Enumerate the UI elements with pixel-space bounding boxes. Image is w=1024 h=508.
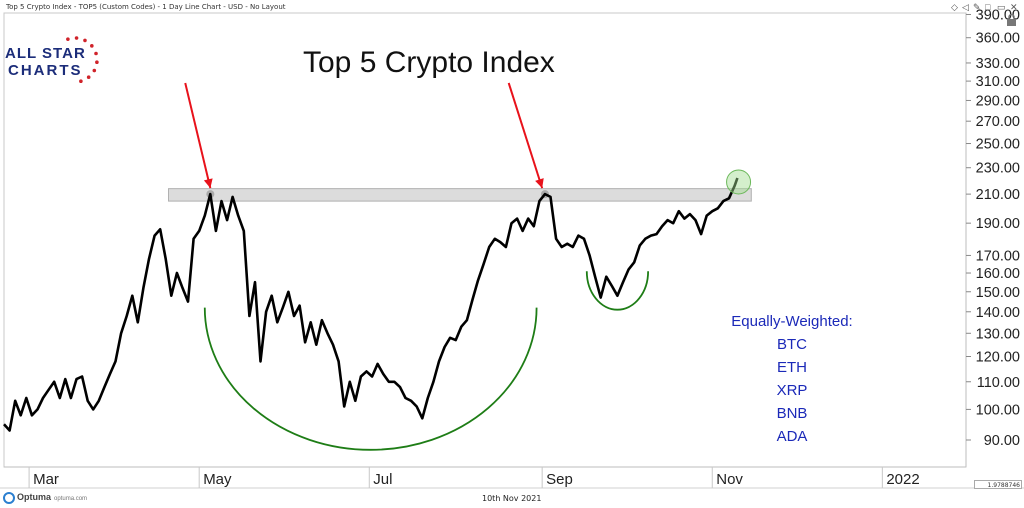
footer-brand-name: Optuma (17, 492, 52, 502)
y-tick-label: 210.00 (976, 187, 1020, 203)
x-tick-label: Nov (716, 471, 743, 488)
red-arrow-shaft (507, 82, 544, 189)
restore-icon[interactable]: ▭ (997, 2, 1006, 12)
all-star-charts-logo: ALL STAR CHARTS (5, 36, 99, 83)
y-tick-label: 330.00 (976, 56, 1020, 72)
optuma-logo-icon (3, 492, 15, 504)
chart-title: Top 5 Crypto Index (303, 46, 555, 79)
x-tick-label: May (203, 471, 232, 488)
logo-star (92, 68, 97, 73)
y-tick-label: 120.00 (976, 350, 1020, 366)
cup-arc (203, 307, 538, 451)
chart-header: Top 5 Crypto Index - TOP5 (Custom Codes)… (6, 3, 286, 11)
x-tick-label: Mar (33, 471, 59, 488)
y-tick-label: 100.00 (976, 402, 1020, 418)
x-tick-label: Sep (546, 471, 573, 488)
resistance-zone (168, 188, 752, 202)
y-tick-label: 190.00 (976, 216, 1020, 232)
diamond-icon[interactable]: ◇ (951, 2, 958, 12)
y-tick-label: 270.00 (976, 114, 1020, 130)
y-tick-label: 360.00 (976, 31, 1020, 47)
svg-text:CHARTS: CHARTS (8, 62, 83, 79)
y-tick-label: 290.00 (976, 93, 1020, 109)
price-line (3, 177, 739, 432)
footer-date: 10th Nov 2021 (482, 494, 542, 503)
red-arrow (184, 82, 213, 189)
logo-star (79, 79, 83, 83)
logo-star (90, 44, 94, 48)
logo-star (74, 36, 79, 40)
pencil-icon[interactable]: ✎ (973, 2, 981, 12)
legend-item: BTC (777, 336, 807, 353)
legend-item: BNB (776, 405, 808, 422)
red-arrow-head (535, 178, 544, 189)
maximize-icon[interactable]: □ (985, 2, 991, 12)
footer-brand: Optuma optuma.com (17, 492, 87, 502)
legend-item: ETH (777, 359, 807, 376)
red-arrow-head (203, 178, 213, 189)
y-tick-label: 140.00 (976, 305, 1020, 321)
y-tick-label: 130.00 (976, 326, 1020, 342)
legend-title: Equally-Weighted: (731, 313, 853, 330)
y-tick-label: 310.00 (976, 74, 1020, 90)
y-tick-label: 230.00 (976, 161, 1020, 177)
legend: Equally-Weighted: BTC ETH XRP BNB ADA (712, 310, 872, 448)
red-arrow-shaft (184, 82, 212, 189)
y-tick-label: 90.00 (984, 433, 1020, 449)
close-icon[interactable]: ✕ (1010, 2, 1018, 12)
logo-star (66, 37, 70, 41)
legend-item: ADA (776, 428, 808, 445)
handle-arc (585, 271, 650, 311)
collapse-icon[interactable]: ◁ (962, 2, 969, 12)
footer-site: optuma.com (54, 496, 88, 502)
y-tick-label: 170.00 (976, 248, 1020, 264)
red-arrow (507, 82, 544, 189)
y-tick-label: 160.00 (976, 266, 1020, 282)
breakout-circle (726, 169, 752, 195)
logo-star (86, 75, 91, 80)
y-tick-label: 250.00 (976, 137, 1020, 153)
x-tick-label: Jul (373, 471, 392, 488)
value-box: 1.9788746 (974, 480, 1022, 489)
lock-icon[interactable] (1007, 13, 1016, 27)
logo-star (83, 38, 87, 43)
logo-star (94, 51, 98, 56)
y-tick-label: 150.00 (976, 285, 1020, 301)
y-tick-label: 110.00 (977, 375, 1020, 391)
logo-star (95, 60, 99, 64)
x-tick-label: 2022 (886, 471, 919, 488)
legend-item: XRP (776, 382, 808, 399)
svg-text:ALL STAR: ALL STAR (5, 45, 86, 62)
